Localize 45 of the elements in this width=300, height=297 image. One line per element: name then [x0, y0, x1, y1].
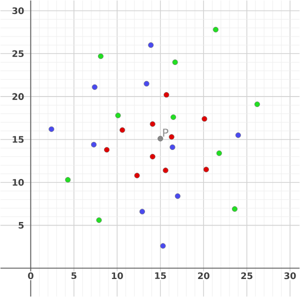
point: [203, 166, 209, 172]
y-tick-label: 25: [12, 50, 24, 58]
point: [174, 193, 180, 199]
y-tick-label: 5: [18, 222, 24, 229]
point: [148, 42, 154, 48]
point: [48, 126, 54, 132]
point: [170, 114, 176, 120]
point: [115, 112, 121, 118]
x-tick-label: 25: [241, 272, 252, 280]
point: [158, 136, 164, 142]
x-tick-label: 5: [72, 272, 76, 280]
point: [164, 92, 170, 98]
point: [160, 243, 166, 249]
point: [216, 150, 222, 156]
point: [120, 127, 126, 133]
point: [96, 217, 102, 223]
x-tick-label: 0: [28, 272, 34, 280]
point: [212, 26, 218, 32]
x-tick-label: 15: [155, 272, 166, 280]
point: [92, 84, 98, 90]
point: [104, 146, 110, 153]
point: [170, 144, 176, 150]
annotation: P: [163, 128, 168, 137]
y-tick-label: 20: [12, 93, 24, 100]
point: [144, 80, 150, 86]
point: [254, 102, 260, 108]
x-tick-label: 20: [198, 272, 210, 280]
point: [168, 134, 174, 140]
x-tick-label: 10: [112, 272, 123, 280]
point: [235, 132, 241, 138]
point: [139, 208, 146, 214]
x-tick-label: 30: [284, 272, 296, 280]
point: [98, 53, 104, 60]
point: [162, 168, 168, 174]
y-tick-label: 30: [12, 7, 24, 14]
point: [65, 177, 71, 183]
point: [232, 206, 238, 212]
point: [150, 154, 156, 160]
y-tick-label: 15: [12, 136, 24, 143]
point: [202, 116, 208, 122]
point: [172, 59, 178, 66]
point: [150, 121, 156, 127]
point: [134, 172, 140, 178]
point: [91, 142, 97, 148]
y-tick-label: 10: [12, 179, 24, 186]
